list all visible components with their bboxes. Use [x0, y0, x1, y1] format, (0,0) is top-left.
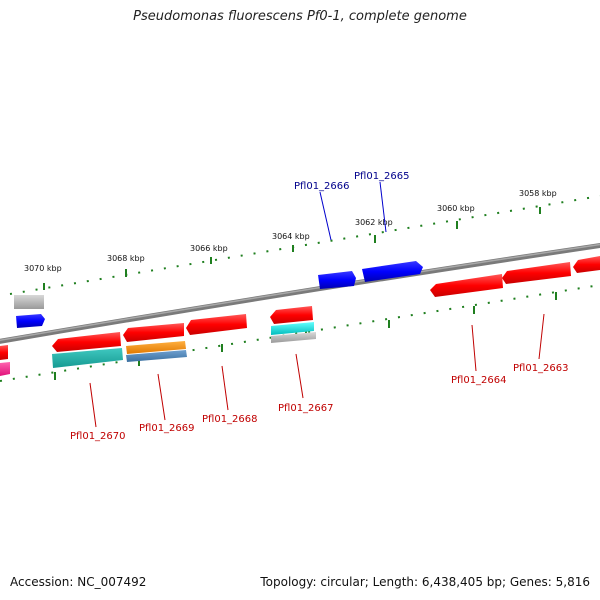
gene-arrow-reverse[interactable]	[270, 306, 313, 324]
feature-magenta[interactable]	[0, 362, 10, 376]
feature-cyan[interactable]	[271, 322, 314, 335]
gene-arrow-reverse[interactable]	[573, 256, 600, 273]
gene-arrow-reverse[interactable]	[186, 314, 247, 335]
gene-label-reverse[interactable]: Pfl01_2667	[278, 403, 334, 414]
forward-genes	[14, 261, 423, 328]
gene-label-reverse[interactable]: Pfl01_2663	[513, 363, 569, 374]
label-connectors	[89, 181, 545, 428]
other-features	[0, 322, 316, 376]
gene-arrow-forward[interactable]	[16, 314, 45, 328]
gene-arrow-forward[interactable]	[318, 271, 356, 289]
gene-labels: Pfl01_2666 Pfl01_2665 Pfl01_2670 Pfl01_2…	[70, 171, 569, 442]
gene-label-forward[interactable]: Pfl01_2665	[354, 171, 410, 182]
gene-label-forward[interactable]: Pfl01_2666	[294, 181, 350, 192]
gene-arrow-reverse[interactable]	[430, 274, 503, 297]
tick-label: 3060 kbp	[437, 204, 475, 213]
gene-label-reverse[interactable]: Pfl01_2669	[139, 423, 195, 434]
upper-major-ticks	[43, 207, 541, 290]
gene-label-reverse[interactable]: Pfl01_2670	[70, 431, 126, 442]
genome-backbone	[0, 242, 600, 344]
tick-label: 3058 kbp	[519, 189, 557, 198]
gene-arrow-reverse[interactable]	[0, 345, 8, 360]
feature-orange[interactable]	[126, 341, 186, 354]
feature-gray[interactable]	[271, 332, 316, 343]
gene-block-gray[interactable]	[14, 295, 44, 309]
tick-label: 3066 kbp	[190, 244, 228, 253]
tick-label: 3068 kbp	[107, 254, 145, 263]
tick-label: 3062 kbp	[355, 218, 393, 227]
accession-text: Accession: NC_007492	[10, 575, 147, 589]
gene-arrow-reverse[interactable]	[52, 332, 121, 352]
tick-labels: 3070 kbp 3068 kbp 3066 kbp 3064 kbp 3062…	[24, 189, 557, 273]
feature-steel[interactable]	[126, 350, 187, 362]
gene-label-reverse[interactable]: Pfl01_2668	[202, 414, 258, 425]
genome-summary-text: Topology: circular; Length: 6,438,405 bp…	[260, 575, 590, 589]
reverse-genes	[0, 256, 600, 360]
gene-label-reverse[interactable]: Pfl01_2664	[451, 375, 507, 386]
gene-arrow-reverse[interactable]	[123, 323, 184, 342]
gene-arrow-forward[interactable]	[362, 261, 423, 282]
gene-arrow-reverse[interactable]	[502, 262, 571, 284]
tick-label: 3064 kbp	[272, 232, 310, 241]
lower-tick-track	[0, 284, 600, 382]
feature-teal[interactable]	[52, 348, 123, 368]
tick-label: 3070 kbp	[24, 264, 62, 273]
genome-title: Pseudomonas fluorescens Pf0-1, complete …	[133, 9, 467, 24]
